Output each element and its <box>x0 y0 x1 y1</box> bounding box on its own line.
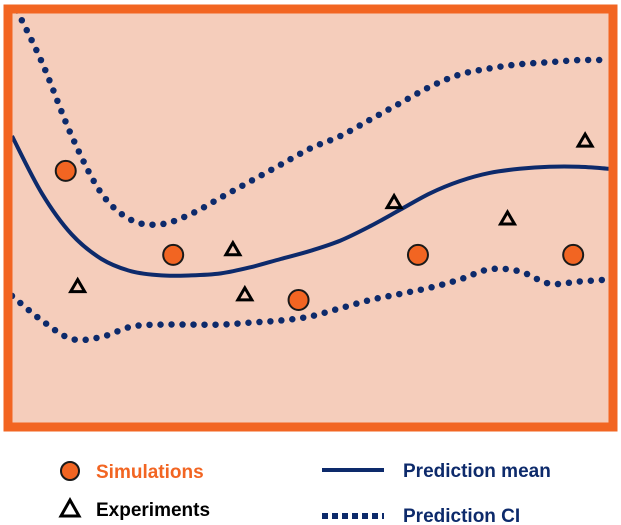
legend-experiments-marker <box>58 496 82 518</box>
experiment-point <box>384 192 404 210</box>
experiment-point <box>575 131 595 148</box>
series-experiments <box>68 131 595 302</box>
plot-area <box>3 4 618 432</box>
experiment-point <box>497 209 518 226</box>
legend-experiments-label: Experiments <box>96 500 210 521</box>
experiment-point <box>223 239 243 257</box>
simulation-point <box>406 243 429 266</box>
series-simulations <box>54 159 585 311</box>
simulation-point <box>54 159 77 182</box>
experiment-point <box>68 276 88 294</box>
simulation-point <box>287 289 310 311</box>
legend-prediction-mean-label: Prediction mean <box>403 461 551 482</box>
simulation-point <box>562 243 585 266</box>
legend: Simulations Experiments Prediction mean … <box>58 461 551 525</box>
simulation-point <box>162 243 185 266</box>
curves <box>12 13 609 344</box>
plot-background <box>12 13 609 423</box>
series-line-prediction-ci <box>14 13 609 228</box>
series-line-prediction-mean <box>12 135 609 278</box>
legend-simulations-label: Simulations <box>96 462 204 483</box>
experiment-point <box>235 284 255 302</box>
legend-simulations-marker <box>60 461 80 481</box>
plot-frame <box>3 4 618 432</box>
legend-prediction-ci-label: Prediction CI <box>403 506 520 525</box>
